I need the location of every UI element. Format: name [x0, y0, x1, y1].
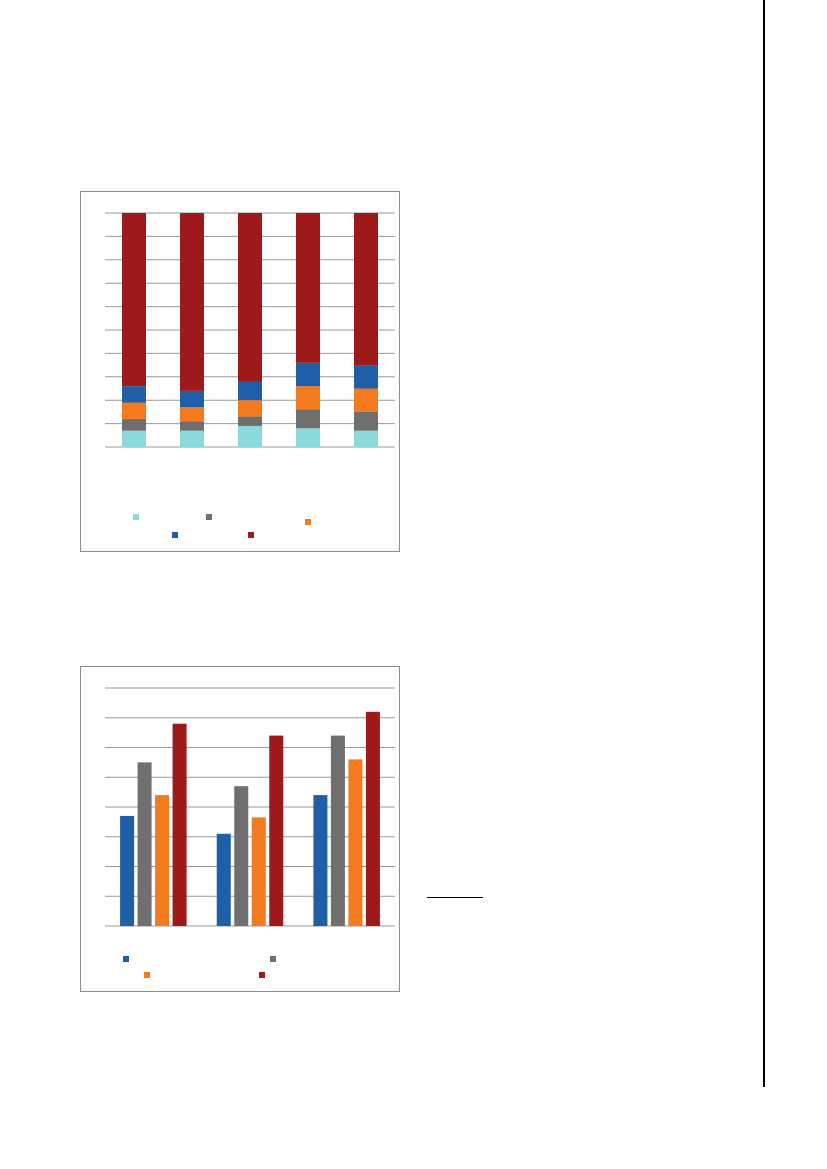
bar-segment-3 — [296, 386, 320, 410]
bar-series-3 — [348, 759, 363, 926]
bar-segment-5 — [296, 213, 320, 363]
legend-swatch-1 — [123, 956, 129, 962]
bar-segment-3 — [122, 402, 146, 419]
grouped-bar-chart — [80, 666, 400, 992]
bar-segment-5 — [238, 213, 262, 382]
bar-segment-1 — [238, 425, 262, 447]
footnote-separator — [427, 897, 483, 898]
bar-series-3 — [251, 817, 266, 926]
bar-series-4 — [269, 735, 284, 926]
stacked-bar-chart — [80, 191, 400, 552]
bar-series-1 — [120, 815, 135, 926]
bar-segment-4 — [122, 386, 146, 403]
bar-series-1 — [216, 833, 231, 926]
bar-segment-4 — [238, 381, 262, 401]
grouped-bar-chart-plot — [105, 687, 395, 978]
bar-series-2 — [330, 735, 345, 926]
bar-segment-1 — [296, 428, 320, 447]
legend-swatch-4 — [172, 532, 178, 538]
bar-segment-5 — [354, 213, 378, 366]
bar-segment-4 — [296, 362, 320, 387]
legend-swatch-3 — [144, 972, 150, 978]
bar-series-4 — [365, 711, 380, 926]
bar-segment-1 — [354, 430, 378, 447]
bar-series-3 — [155, 795, 170, 926]
legend-swatch-2 — [206, 514, 212, 520]
legend-swatch-5 — [248, 532, 254, 538]
legend-swatch-4 — [259, 972, 265, 978]
bar-segment-5 — [122, 213, 146, 387]
bar-segment-5 — [180, 213, 204, 391]
bar-series-1 — [313, 795, 328, 926]
bar-segment-4 — [180, 390, 204, 408]
bar-series-2 — [234, 786, 249, 926]
bar-segment-3 — [354, 388, 378, 412]
bar-segment-3 — [180, 407, 204, 422]
bar-segment-2 — [122, 418, 146, 431]
legend-swatch-2 — [270, 956, 276, 962]
bar-segment-2 — [296, 409, 320, 429]
bar-segment-2 — [238, 416, 262, 426]
bar-segment-2 — [354, 411, 378, 431]
stacked-bar-chart-plot — [105, 212, 395, 538]
page-margin-rule — [763, 0, 765, 1087]
legend-swatch-1 — [133, 514, 139, 520]
bar-segment-4 — [354, 365, 378, 389]
bar-series-2 — [137, 762, 152, 926]
bar-segment-2 — [180, 421, 204, 431]
bar-segment-1 — [122, 430, 146, 447]
bar-series-4 — [172, 723, 187, 926]
bar-segment-1 — [180, 430, 204, 447]
legend-swatch-3 — [305, 519, 311, 525]
bar-segment-3 — [238, 400, 262, 417]
